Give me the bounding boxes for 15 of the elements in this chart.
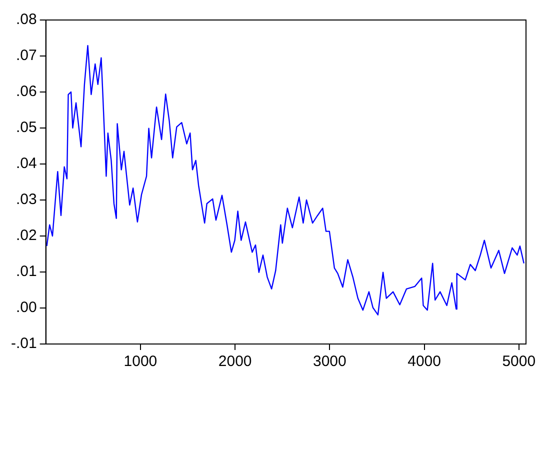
x-tick-label: 3000 xyxy=(312,353,346,370)
x-tick-label: 1000 xyxy=(124,353,158,370)
y-tick-label: .05 xyxy=(16,119,37,136)
y-tick-label: .04 xyxy=(16,155,37,172)
x-tick-label: 4000 xyxy=(408,353,441,370)
y-tick-label: .06 xyxy=(16,83,37,100)
y-tick-label: .02 xyxy=(16,227,37,244)
y-tick-label: -.01 xyxy=(10,335,37,352)
y-tick-label: .01 xyxy=(16,263,37,280)
x-tick-label: 5000 xyxy=(502,353,536,370)
y-tick-label: .08 xyxy=(16,11,37,28)
y-tick-label: .07 xyxy=(16,47,37,64)
y-tick-label: .00 xyxy=(16,299,37,316)
x-tick-label: 2000 xyxy=(218,353,252,370)
y-tick-label: .03 xyxy=(16,191,37,208)
